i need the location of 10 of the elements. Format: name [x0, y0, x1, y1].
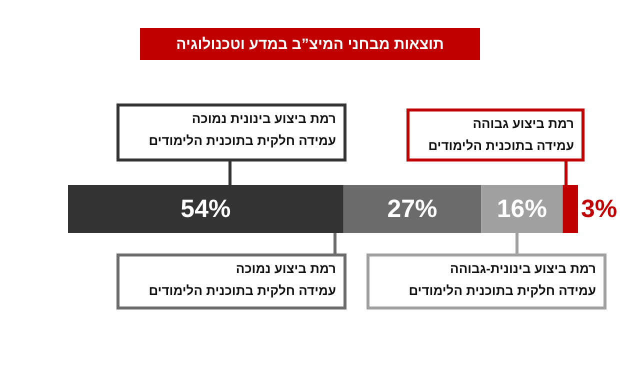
- text: רמת ביצוע נמוכה עמידה חלקית בתוכנית הלימודים: [148, 261, 336, 298]
- text: רמת ביצוע בינונית-גבוהה עמידה חלקית בתוכנית הלימודים: [408, 261, 596, 298]
- data-label: 54%: [180, 195, 231, 223]
- data-label: 3%: [581, 195, 618, 223]
- chart-title: תוצאות מבחני המיצ”ב במדע וטכנולוגיה: [176, 36, 444, 53]
- data-label: 27%: [387, 195, 438, 223]
- bar: [343, 185, 482, 233]
- text: רמת ביצוע בינונית נמוכה עמידה חלקית בתוכנית הלימודים: [148, 111, 336, 148]
- data-label: 16%: [496, 195, 547, 223]
- text: רמת ביצוע גבוהה עמידה בתוכנית הלימודים: [428, 116, 574, 153]
